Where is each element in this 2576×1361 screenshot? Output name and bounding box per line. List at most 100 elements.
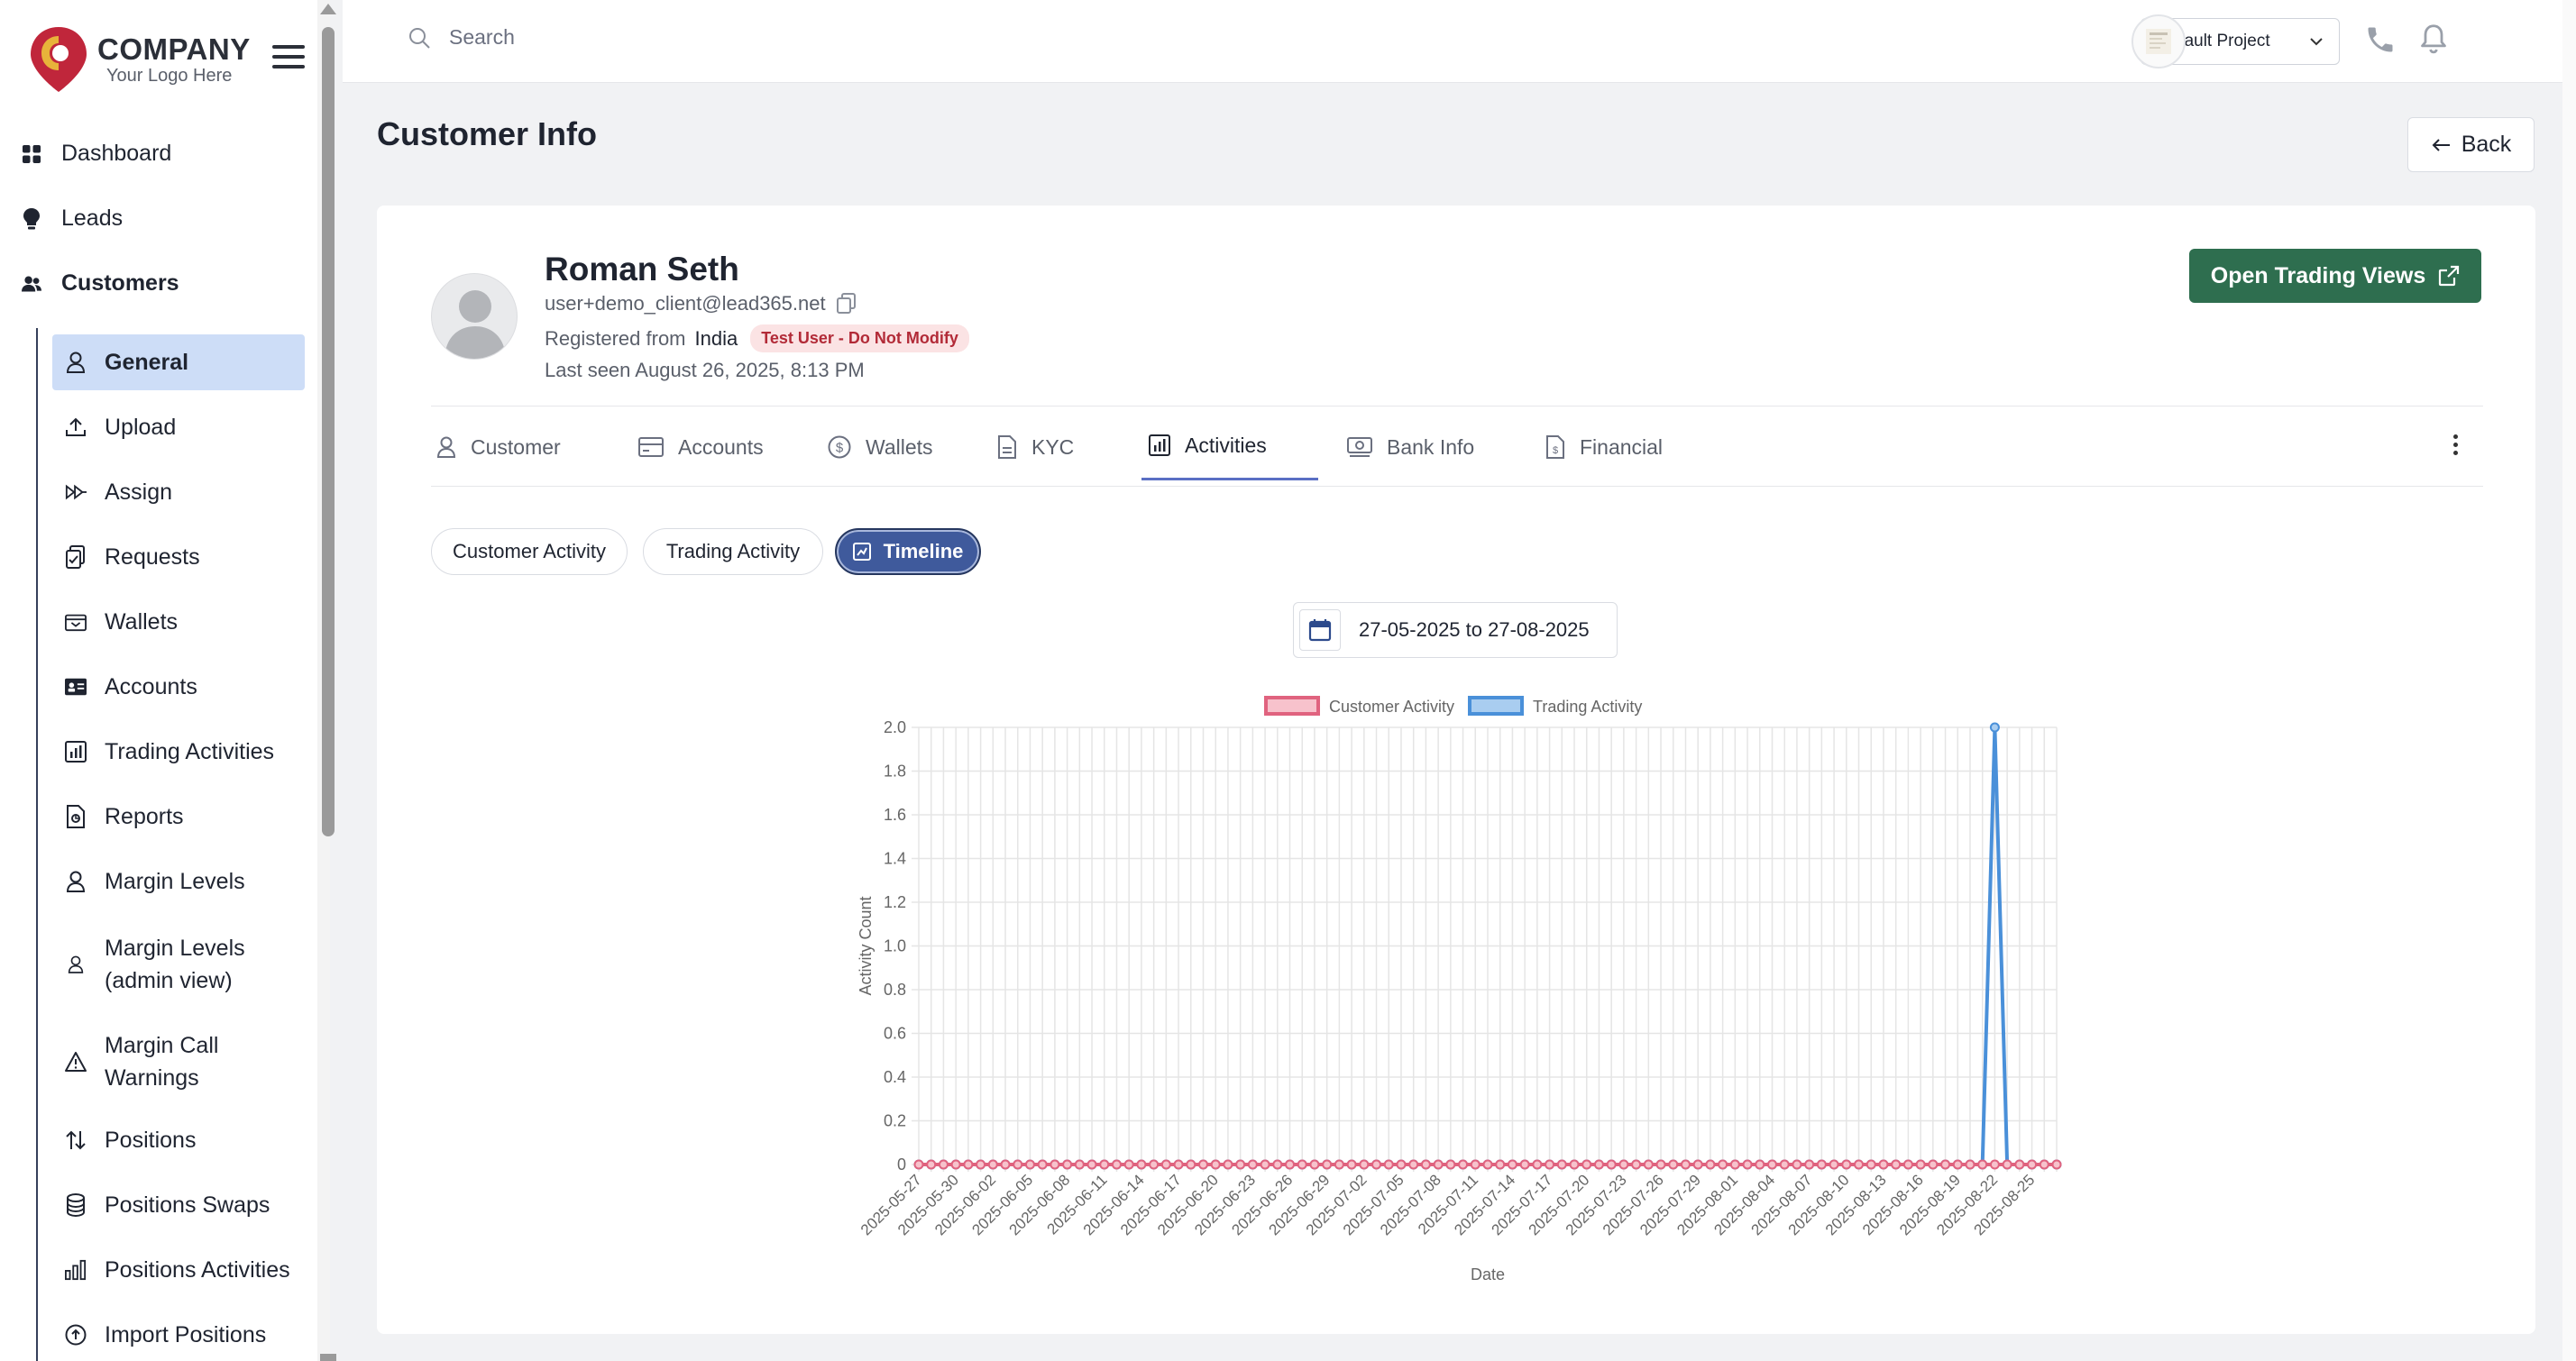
data-point: [1482, 1159, 1493, 1170]
data-point: [1643, 1159, 1654, 1170]
copy-icon[interactable]: [836, 293, 857, 315]
bars-icon: [65, 1259, 87, 1281]
data-point: [1383, 1159, 1394, 1170]
legend-label: Trading Activity: [1533, 698, 1642, 716]
sidebar-item-leads[interactable]: Leads: [22, 206, 319, 232]
last-seen: Last seen August 26, 2025, 8:13 PM: [545, 359, 865, 381]
data-point: [1210, 1159, 1221, 1170]
data-point: [1606, 1159, 1617, 1170]
phone-icon[interactable]: [2364, 23, 2397, 56]
sidebar-item-reports[interactable]: Reports: [52, 789, 305, 845]
back-button[interactable]: Back: [2407, 117, 2535, 172]
sidebar-item-upload[interactable]: Upload: [52, 399, 305, 455]
data-point: [963, 1159, 974, 1170]
data-point: [1396, 1159, 1407, 1170]
data-point: [1173, 1159, 1184, 1170]
grid-icon: [22, 144, 41, 164]
search-input[interactable]: Search: [408, 25, 515, 50]
sidebar-item-dashboard[interactable]: Dashboard: [22, 141, 319, 167]
sidebar-item-label: Customers: [61, 270, 179, 296]
menu-toggle-icon[interactable]: [272, 45, 305, 70]
y-tick-label: 1.2: [884, 893, 906, 911]
svg-text:$: $: [1553, 445, 1558, 456]
calendar-icon: [1308, 619, 1332, 642]
sidebar-item-margin-call-warnings[interactable]: Margin Call Warnings: [52, 1028, 305, 1096]
subtab-label: Customer Activity: [453, 540, 606, 562]
customer-card: Roman Seth user+demo_client@lead365.net …: [377, 206, 2535, 1334]
subtab-timeline[interactable]: Timeline: [835, 528, 981, 575]
tab-financial[interactable]: $ Financial: [1545, 422, 1663, 472]
data-point: [1149, 1159, 1160, 1170]
data-point: [2051, 1159, 2062, 1170]
data-point: [1618, 1159, 1629, 1170]
data-point: [913, 1159, 924, 1170]
y-tick-label: 0.4: [884, 1068, 906, 1086]
tab-wallets[interactable]: $ Wallets: [828, 422, 933, 472]
user-avatar[interactable]: [2131, 14, 2186, 69]
default-avatar-icon: [445, 290, 506, 359]
chevron-down-icon: [2310, 38, 2323, 46]
calendar-button[interactable]: [1299, 609, 1341, 651]
arrow-left-icon: [2432, 138, 2450, 151]
y-axis-title: Activity Count: [857, 896, 875, 995]
upload-circle-icon: [65, 1324, 87, 1346]
date-range-picker[interactable]: 27-05-2025 to 27-08-2025: [1293, 602, 1618, 658]
sidebar-scrollbar-thumb[interactable]: [322, 27, 335, 836]
data-point: [1816, 1159, 1827, 1170]
sidebar-item-positions-swaps[interactable]: Positions Swaps: [52, 1177, 305, 1233]
data-point: [1458, 1159, 1469, 1170]
sidebar-item-positions[interactable]: Positions: [52, 1112, 305, 1168]
data-point: [1878, 1159, 1889, 1170]
assign-icon: [65, 481, 87, 503]
sidebar-item-positions-activities[interactable]: Positions Activities: [52, 1242, 305, 1298]
bell-icon[interactable]: [2418, 23, 2449, 56]
file-report-icon: [65, 805, 87, 828]
sidebar-item-customers[interactable]: Customers: [22, 270, 319, 297]
tab-accounts[interactable]: Accounts: [638, 422, 764, 472]
sidebar-item-label: Requests: [105, 543, 200, 570]
data-point: [1891, 1159, 1902, 1170]
sidebar-item-general[interactable]: General: [52, 334, 305, 390]
sidebar-item-margin-levels-admin[interactable]: Margin Levels (admin view): [52, 930, 305, 999]
open-trading-views-button[interactable]: Open Trading Views: [2189, 249, 2481, 303]
data-point: [1804, 1159, 1815, 1170]
y-tick-label: 0.8: [884, 981, 906, 999]
sidebar-item-label: Positions Swaps: [105, 1192, 270, 1218]
sidebar-item-label: Margin Levels: [105, 868, 245, 894]
tab-kyc[interactable]: KYC: [997, 422, 1074, 472]
data-point: [1718, 1159, 1728, 1170]
user-icon: [65, 871, 87, 892]
subtab-trading-activity[interactable]: Trading Activity: [643, 528, 823, 575]
sidebar-item-accounts[interactable]: Accounts: [52, 659, 305, 715]
tab-bank-info[interactable]: Bank Info: [1347, 422, 1474, 472]
data-point: [1989, 1159, 2000, 1170]
page-scrollbar[interactable]: [2562, 0, 2576, 1361]
sidebar-item-requests[interactable]: Requests: [52, 529, 305, 585]
data-point: [1631, 1159, 1642, 1170]
sidebar-item-import-positions[interactable]: Import Positions: [52, 1307, 305, 1361]
sidebar-item-margin-levels[interactable]: Margin Levels: [52, 854, 305, 909]
scroll-up-arrow-icon[interactable]: [320, 4, 336, 14]
data-point: [1285, 1159, 1296, 1170]
company-logo[interactable]: COMPANY Your Logo Here: [27, 23, 261, 96]
data-point: [1569, 1159, 1580, 1170]
chart-icon: [852, 543, 871, 561]
sidebar-item-assign[interactable]: Assign: [52, 464, 305, 520]
sidebar-item-label-line2: (admin view): [105, 968, 233, 993]
data-point: [987, 1159, 998, 1170]
sidebar-item-wallets[interactable]: Wallets: [52, 594, 305, 650]
scroll-down-arrow-icon[interactable]: [320, 1354, 336, 1361]
more-options-icon[interactable]: [2453, 434, 2459, 459]
sidebar-item-trading-activities[interactable]: Trading Activities: [52, 724, 305, 780]
registered-prefix: Registered from: [545, 326, 686, 350]
data-point: [1050, 1159, 1060, 1170]
file-money-icon: $: [1546, 435, 1564, 459]
tab-activities[interactable]: Activities: [1149, 420, 1267, 470]
sidebar-item-label: Leads: [61, 206, 124, 231]
data-point: [1755, 1159, 1765, 1170]
data-point: [1123, 1159, 1134, 1170]
subtab-customer-activity[interactable]: Customer Activity: [431, 528, 628, 575]
tab-customer[interactable]: Customer: [436, 422, 561, 472]
tabs-bottom-divider: [431, 486, 2483, 487]
user-small-icon: [65, 954, 87, 975]
